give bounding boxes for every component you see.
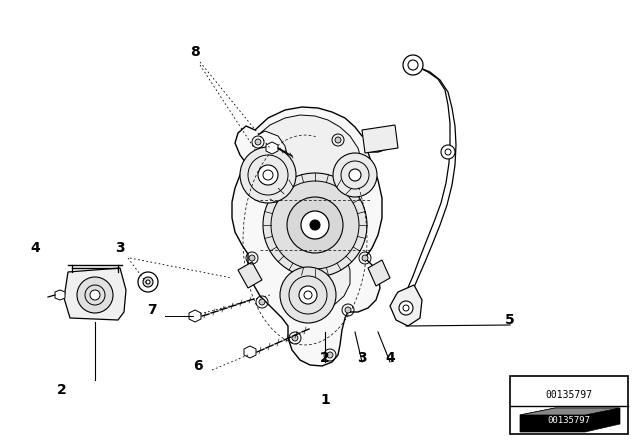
Polygon shape bbox=[55, 290, 65, 300]
Circle shape bbox=[349, 169, 361, 181]
Polygon shape bbox=[238, 262, 262, 288]
Circle shape bbox=[255, 139, 261, 145]
Circle shape bbox=[362, 255, 368, 261]
Polygon shape bbox=[64, 268, 126, 320]
Text: 3: 3 bbox=[357, 351, 367, 365]
Circle shape bbox=[299, 286, 317, 304]
Circle shape bbox=[143, 277, 153, 287]
Polygon shape bbox=[232, 107, 395, 366]
Text: 4: 4 bbox=[30, 241, 40, 255]
Text: 2: 2 bbox=[320, 351, 330, 365]
Polygon shape bbox=[368, 260, 390, 286]
Text: 8: 8 bbox=[190, 45, 200, 59]
Text: 00135797: 00135797 bbox=[547, 415, 591, 425]
Text: 4: 4 bbox=[385, 351, 395, 365]
Polygon shape bbox=[362, 125, 398, 153]
Circle shape bbox=[263, 173, 367, 277]
Circle shape bbox=[403, 55, 423, 75]
Circle shape bbox=[280, 267, 336, 323]
Circle shape bbox=[301, 211, 329, 239]
Circle shape bbox=[287, 197, 343, 253]
Circle shape bbox=[271, 181, 359, 269]
Text: 1: 1 bbox=[320, 393, 330, 407]
Polygon shape bbox=[244, 346, 256, 358]
Circle shape bbox=[292, 335, 298, 341]
Bar bbox=[510, 376, 628, 434]
Circle shape bbox=[310, 220, 320, 230]
Text: 2: 2 bbox=[57, 383, 67, 397]
Circle shape bbox=[333, 153, 377, 197]
Circle shape bbox=[258, 165, 278, 185]
Text: 00135797: 00135797 bbox=[545, 390, 593, 400]
Polygon shape bbox=[390, 285, 422, 326]
Circle shape bbox=[259, 299, 265, 305]
Text: 3: 3 bbox=[115, 241, 125, 255]
Circle shape bbox=[345, 307, 351, 313]
Circle shape bbox=[399, 301, 413, 315]
Circle shape bbox=[327, 352, 333, 358]
Circle shape bbox=[90, 290, 100, 300]
Polygon shape bbox=[520, 408, 620, 432]
Polygon shape bbox=[520, 408, 620, 415]
Circle shape bbox=[77, 277, 113, 313]
Polygon shape bbox=[189, 310, 201, 322]
Circle shape bbox=[146, 280, 150, 284]
Polygon shape bbox=[258, 115, 362, 308]
Circle shape bbox=[335, 137, 341, 143]
Polygon shape bbox=[266, 142, 278, 154]
Circle shape bbox=[441, 145, 455, 159]
Circle shape bbox=[249, 255, 255, 261]
Text: 5: 5 bbox=[505, 313, 515, 327]
Circle shape bbox=[240, 147, 296, 203]
Text: 7: 7 bbox=[147, 303, 157, 317]
Text: 6: 6 bbox=[193, 359, 203, 373]
